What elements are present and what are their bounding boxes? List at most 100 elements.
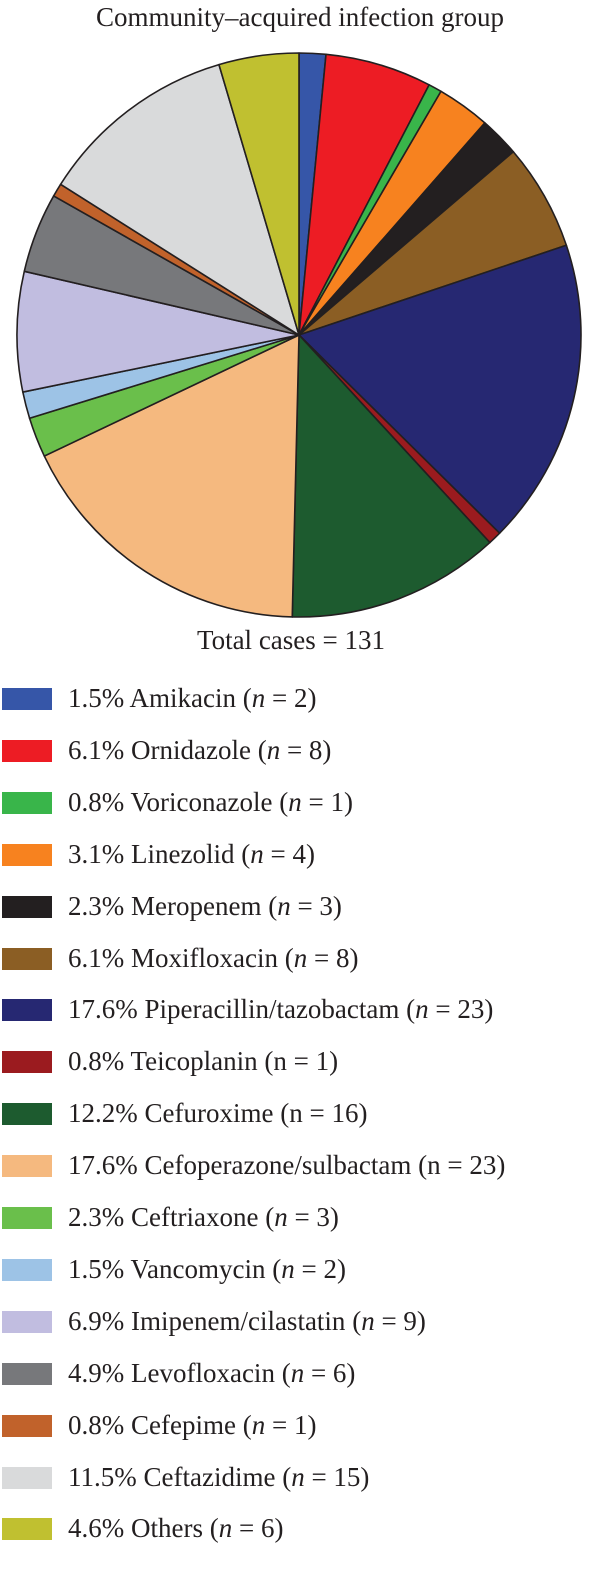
legend-label: 0.8% Cefepime (n = 1) [68, 1405, 316, 1445]
legend-percent: 1.5% [68, 683, 125, 713]
legend-percent: 12.2% [68, 1098, 138, 1129]
legend-count: (n = 1) [264, 1046, 339, 1077]
legend-item-cefoperazone-sulbactam: 17.6% Cefoperazone/sulbactam (n = 23) [0, 1145, 600, 1185]
pie-slice-piperacillin-tazobactam [298, 244, 582, 535]
pie-slice-cefuroxime [291, 334, 491, 618]
legend-swatch [2, 1103, 52, 1126]
legend-drug-name: Imipenem/cilastatin [131, 1305, 346, 1336]
legend-swatch [2, 947, 52, 970]
legend-drug-name: Amikacin [129, 683, 236, 713]
legend-percent: 4.9% [68, 1357, 125, 1388]
legend-swatch [2, 1310, 52, 1333]
legend-label: 4.9% Levofloxacin (n = 6) [68, 1353, 355, 1393]
legend-percent: 6.9% [68, 1305, 125, 1336]
legend-item-piperacillin-tazobactam: 17.6% Piperacillin/tazobactam (n = 23) [0, 989, 600, 1029]
legend-count: (n = 8) [284, 942, 359, 973]
legend-swatch [2, 688, 52, 710]
legend-item-teicoplanin: 0.8% Teicoplanin (n = 1) [0, 1041, 600, 1081]
legend-swatch [2, 1414, 52, 1437]
legend-label: 12.2% Cefuroxime (n = 16) [68, 1093, 367, 1133]
legend-count: (n = 23) [418, 1150, 506, 1181]
pie-slice-others [218, 52, 300, 336]
legend-count: (n = 2) [242, 683, 317, 713]
pie-slice-imipenem-cilastatin [16, 270, 300, 393]
legend-percent: 0.8% [68, 1409, 125, 1440]
legend-label: 6.9% Imipenem/cilastatin (n = 9) [68, 1301, 426, 1341]
legend-percent: 2.3% [68, 1202, 125, 1232]
legend-label: 11.5% Ceftazidime (n = 15) [68, 1457, 369, 1497]
legend-item-voriconazole: 0.8% Voriconazole (n = 1) [0, 782, 600, 822]
legend-drug-name: Cefuroxime [144, 1098, 274, 1129]
legend-drug-name: Vancomycin [130, 1253, 266, 1284]
legend-swatch [2, 1258, 52, 1281]
legend-item-imipenem-cilastatin: 6.9% Imipenem/cilastatin (n = 9) [0, 1301, 600, 1341]
legend-percent: 6.1% [68, 942, 125, 973]
legend-label: 3.1% Linezolid (n = 4) [68, 834, 315, 874]
legend-item-ornidazole: 6.1% Ornidazole (n = 8) [0, 730, 600, 770]
legend-count: (n = 23) [406, 994, 494, 1025]
legend-count: (n = 1) [279, 786, 353, 817]
legend-percent: 6.1% [68, 734, 125, 765]
legend-item-ceftazidime: 11.5% Ceftazidime (n = 15) [0, 1457, 600, 1497]
legend-percent: 2.3% [68, 890, 125, 921]
legend-drug-name: Linezolid [131, 838, 235, 869]
pie-chart [16, 52, 582, 618]
legend-count: (n = 15) [282, 1461, 370, 1492]
legend-percent: 3.1% [68, 838, 125, 869]
legend-item-meropenem: 2.3% Meropenem (n = 3) [0, 886, 600, 926]
legend-item-amikacin: 1.5% Amikacin (n = 2) [0, 678, 600, 718]
legend-percent: 17.6% [68, 994, 138, 1025]
legend-label: 2.3% Meropenem (n = 3) [68, 886, 342, 926]
chart-title: Community–acquired infection group [96, 2, 504, 32]
legend-percent: 17.6% [68, 1150, 138, 1181]
legend-drug-name: Piperacillin/tazobactam [144, 994, 400, 1025]
legend-count: (n = 1) [242, 1409, 317, 1440]
legend-item-linezolid: 3.1% Linezolid (n = 4) [0, 834, 600, 874]
legend-count: (n = 16) [280, 1098, 368, 1129]
legend-label: 0.8% Teicoplanin (n = 1) [68, 1041, 338, 1081]
legend-drug-name: Voriconazole [130, 786, 273, 817]
legend-item-moxifloxacin: 6.1% Moxifloxacin (n = 8) [0, 938, 600, 978]
legend-item-cefuroxime: 12.2% Cefuroxime (n = 16) [0, 1093, 600, 1133]
pie-slice-ceftazidime [59, 63, 300, 336]
legend-label: 6.1% Moxifloxacin (n = 8) [68, 938, 358, 978]
legend-drug-name: Others [131, 1513, 203, 1544]
legend-swatch [2, 1362, 52, 1385]
legend-label: 2.3% Ceftriaxone (n = 3) [68, 1197, 339, 1237]
legend-label: 1.5% Amikacin (n = 2) [68, 678, 316, 718]
legend-count: (n = 6) [209, 1513, 284, 1544]
legend-drug-name: Ceftriaxone [131, 1202, 259, 1232]
legend-item-vancomycin: 1.5% Vancomycin (n = 2) [0, 1249, 600, 1289]
legend-swatch [2, 739, 52, 762]
legend-percent: 4.6% [68, 1513, 125, 1544]
total-cases-label: Total cases = 131 [196, 625, 386, 655]
legend-item-others: 4.6% Others (n = 6) [0, 1508, 600, 1548]
legend-label: 0.8% Voriconazole (n = 1) [68, 782, 353, 822]
legend-swatch [2, 1207, 52, 1229]
legend-drug-name: Cefepime [131, 1409, 236, 1440]
legend-label: 17.6% Piperacillin/tazobactam (n = 23) [68, 989, 493, 1029]
legend-count: (n = 6) [281, 1357, 356, 1388]
legend-drug-name: Levofloxacin [131, 1357, 275, 1388]
legend-label: 17.6% Cefoperazone/sulbactam (n = 23) [68, 1145, 505, 1185]
legend-percent: 0.8% [68, 1046, 125, 1077]
legend-drug-name: Meropenem [131, 890, 262, 921]
legend-drug-name: Ceftazidime [143, 1461, 276, 1492]
legend-swatch [2, 1518, 52, 1541]
legend-swatch [2, 895, 52, 918]
legend-label: 4.6% Others (n = 6) [68, 1508, 283, 1548]
legend-drug-name: Ornidazole [131, 734, 251, 765]
legend-label: 6.1% Ornidazole (n = 8) [68, 730, 331, 770]
legend-swatch [2, 791, 52, 814]
pie-slice-cefoperazone-sulbactam [43, 334, 300, 618]
legend-item-levofloxacin: 4.9% Levofloxacin (n = 6) [0, 1353, 600, 1393]
legend-percent: 1.5% [68, 1253, 125, 1284]
legend-count: (n = 3) [265, 1202, 339, 1232]
legend-drug-name: Moxifloxacin [131, 942, 278, 973]
legend-percent: 0.8% [68, 786, 125, 817]
legend-swatch [2, 843, 52, 866]
legend-item-cefepime: 0.8% Cefepime (n = 1) [0, 1405, 600, 1445]
legend-item-ceftriaxone: 2.3% Ceftriaxone (n = 3) [0, 1197, 600, 1237]
legend-count: (n = 9) [352, 1305, 426, 1336]
legend-count: (n = 8) [257, 734, 332, 765]
